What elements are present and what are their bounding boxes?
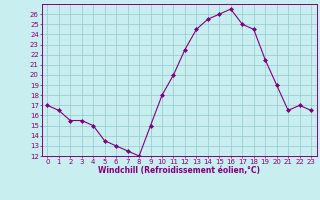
- X-axis label: Windchill (Refroidissement éolien,°C): Windchill (Refroidissement éolien,°C): [98, 166, 260, 175]
